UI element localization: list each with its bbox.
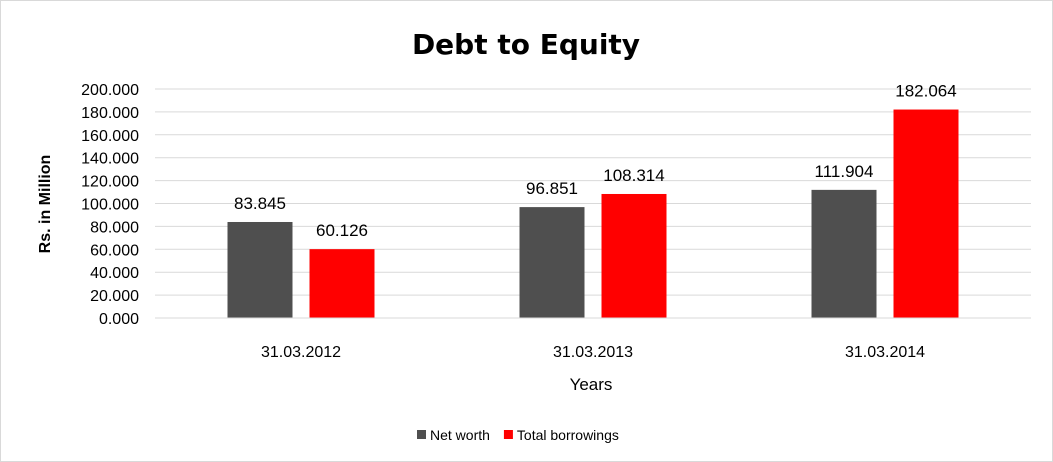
x-tick-label: 31.03.2014 — [845, 344, 925, 361]
x-tick-label: 31.03.2012 — [261, 344, 341, 361]
legend: Net worth Total borrowings — [417, 427, 619, 443]
y-tick-label: 100.000 — [81, 197, 139, 214]
x-axis-title: Years — [570, 375, 613, 394]
y-tick-label: 140.000 — [81, 151, 139, 168]
data-label: 83.845 — [234, 194, 286, 213]
y-tick-labels: 0.000 20.000 40.000 60.000 80.000 100.000 120.… — [81, 82, 139, 328]
x-tick-labels: 31.03.2012 31.03.2013 31.03.2014 — [261, 344, 925, 361]
legend-swatch — [417, 430, 426, 439]
bar — [519, 207, 585, 318]
data-labels: 83.845 60.126 96.851 108.314 111.904 182.064 — [234, 82, 957, 241]
data-label: 111.904 — [815, 162, 874, 181]
y-tick-label: 120.000 — [81, 174, 139, 191]
legend-label: Total borrowings — [517, 427, 619, 443]
chart-title: Debt to Equity — [412, 28, 640, 61]
y-tick-label: 20.000 — [90, 288, 139, 305]
y-tick-label: 60.000 — [90, 242, 139, 259]
legend-swatch — [503, 430, 513, 439]
legend-label: Net worth — [430, 427, 490, 443]
gridlines — [155, 88, 1031, 296]
y-tick-label: 0.000 — [99, 311, 139, 328]
bar — [227, 221, 293, 318]
y-tick-label: 180.000 — [81, 105, 139, 122]
data-label: 108.314 — [603, 166, 664, 185]
bars — [227, 109, 959, 319]
data-label: 96.851 — [526, 179, 578, 198]
data-label: 182.064 — [895, 82, 956, 101]
y-tick-label: 40.000 — [90, 265, 139, 282]
data-label: 60.126 — [316, 221, 368, 240]
x-tick-label: 31.03.2013 — [553, 344, 633, 361]
y-axis-title: Rs. in Million — [37, 155, 54, 254]
bar — [893, 109, 959, 319]
y-tick-label: 80.000 — [90, 219, 139, 236]
bar — [811, 189, 877, 318]
bar — [309, 249, 375, 318]
y-tick-label: 200.000 — [81, 82, 139, 99]
bar — [601, 193, 667, 318]
y-tick-label: 160.000 — [81, 128, 139, 145]
